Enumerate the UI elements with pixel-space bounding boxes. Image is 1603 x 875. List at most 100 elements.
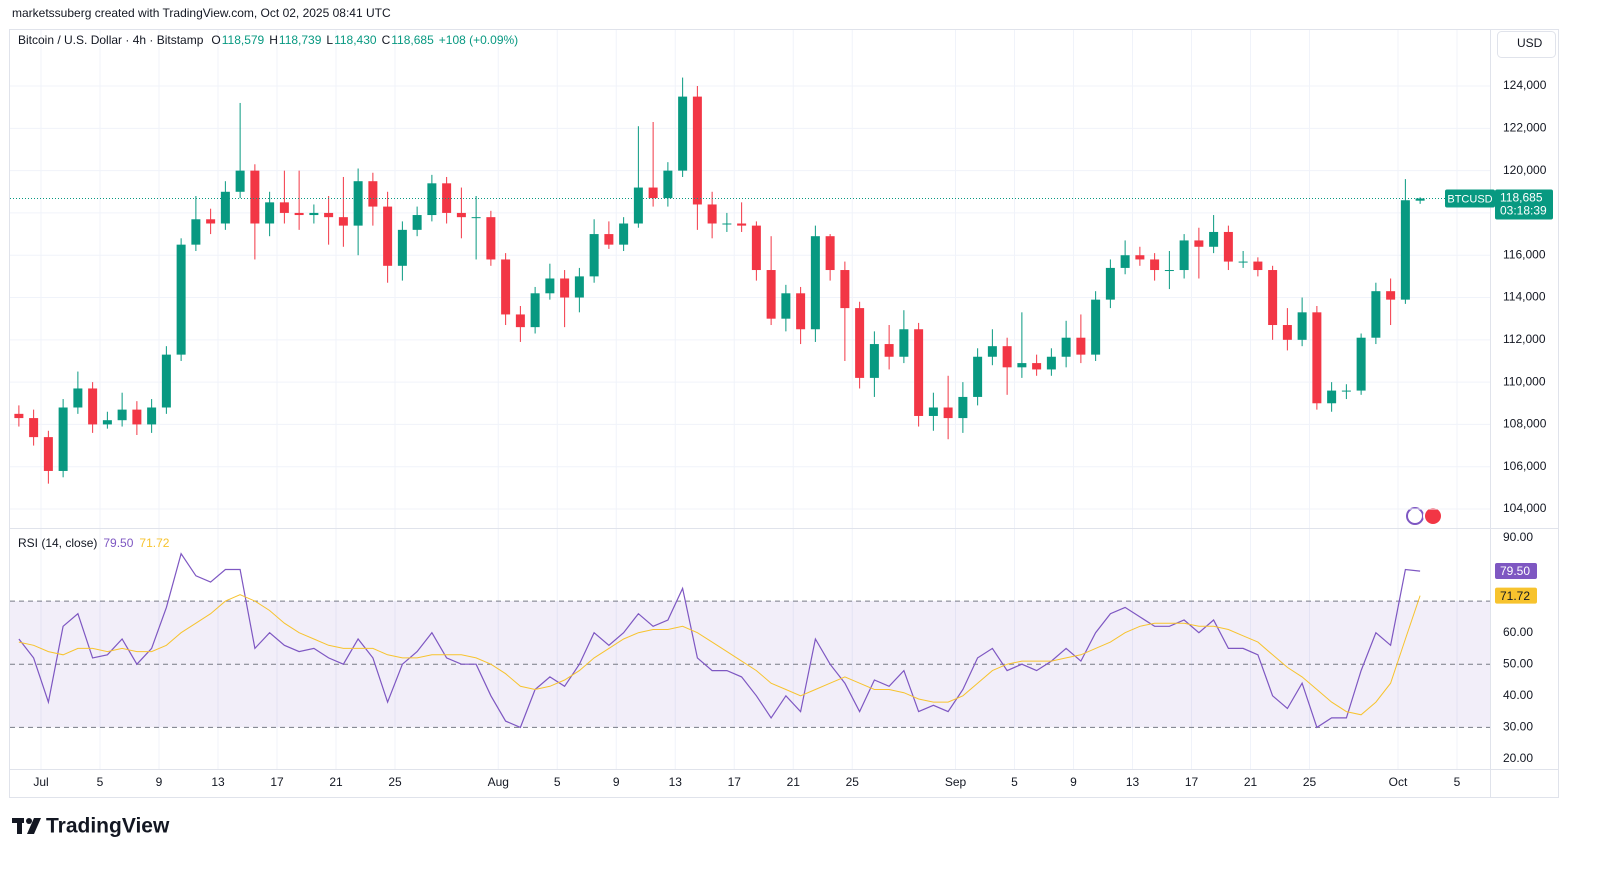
rsi-legend-value: 79.50 (103, 536, 133, 550)
chart-frame (9, 29, 1559, 798)
rsi-legend-value: 71.72 (139, 536, 169, 550)
candle-body (397, 229, 407, 266)
candle-body (840, 270, 850, 309)
candle-body (324, 212, 334, 218)
candle-body (1076, 337, 1086, 355)
x-tick-label: 13 (1126, 775, 1140, 789)
candle-body (235, 170, 245, 192)
candle-body (88, 388, 98, 425)
candle-body (14, 413, 24, 419)
y-tick-label: 50.00 (1503, 656, 1533, 670)
x-tick-label: 5 (1454, 775, 1461, 789)
rsi-value-tag (1495, 563, 1537, 580)
candle-body (1150, 259, 1160, 271)
candle-body (442, 183, 452, 213)
currency-button[interactable] (1497, 31, 1556, 58)
candle-body (1164, 270, 1174, 272)
y-tick-label: 60.00 (1503, 625, 1533, 639)
candle-body (1179, 240, 1189, 271)
x-tick-label: 5 (97, 775, 104, 789)
candle-body (117, 409, 127, 421)
symbol-title: Bitcoin / U.S. Dollar · 4h · Bitstamp (18, 33, 204, 47)
candle-body (1282, 325, 1292, 340)
candle-body (855, 308, 865, 378)
y-tick-label: 104,000 (1503, 501, 1547, 515)
candle-body (1297, 312, 1307, 340)
candle-body (914, 329, 924, 416)
candle-body (707, 204, 717, 224)
candle-body (796, 293, 806, 330)
candle-body (1002, 346, 1012, 368)
candle-body (1061, 337, 1071, 357)
ohlc-value: 118,430 (334, 33, 377, 47)
candle-body (987, 346, 997, 357)
x-tick-label: 21 (1244, 775, 1258, 789)
y-tick-label: 108,000 (1503, 417, 1547, 431)
candle-body (73, 388, 83, 408)
candle-body (604, 234, 614, 245)
candle-body (353, 181, 363, 226)
candle-body (515, 314, 525, 328)
candle-body (309, 212, 319, 216)
y-tick-label: 120,000 (1503, 163, 1547, 177)
event-icon[interactable] (1406, 507, 1424, 525)
candle-body (1238, 261, 1248, 263)
candle-body (1268, 270, 1278, 326)
candle-body (884, 344, 894, 357)
y-tick-label: 106,000 (1503, 459, 1547, 473)
candle-body (574, 276, 584, 298)
x-tick-label: 9 (1070, 775, 1077, 789)
candle-body (1223, 231, 1233, 262)
x-tick-label: Jul (33, 775, 48, 789)
candle-body (633, 187, 643, 224)
candle-body (1017, 363, 1027, 368)
candle-body (1327, 390, 1337, 404)
candle-body (147, 407, 157, 425)
candle-body (766, 270, 776, 319)
flag-icon[interactable] (1423, 506, 1443, 526)
candle-body (501, 259, 511, 315)
x-tick-label: 5 (1011, 775, 1018, 789)
logo-mark (17, 818, 22, 834)
candle-body (161, 354, 171, 408)
candle-body (530, 293, 540, 328)
rsi-line (18, 552, 1421, 729)
candle-body (589, 234, 599, 277)
candle-body (368, 181, 378, 207)
x-tick-label: Sep (945, 775, 967, 789)
candle-body (899, 329, 909, 357)
candle-body (132, 409, 142, 425)
candle-body (427, 183, 437, 216)
candle-body (338, 217, 348, 226)
x-tick-label: 5 (554, 775, 561, 789)
candle-body (58, 407, 68, 471)
x-tick-label: 21 (787, 775, 801, 789)
candle-body (250, 170, 260, 224)
rsi-value-tag (1495, 587, 1537, 604)
x-tick-label: 25 (846, 775, 860, 789)
candle-body (663, 170, 673, 199)
x-tick-label: 13 (669, 775, 683, 789)
candle-body (928, 407, 938, 416)
symbol-tag-label: BTCUSD (1447, 193, 1492, 205)
candle-body (102, 420, 112, 425)
ohlc-value: 118,579 (222, 33, 265, 47)
ohlc-key: H (269, 33, 278, 47)
x-tick-label: 17 (728, 775, 742, 789)
candle-body (545, 278, 555, 294)
candle-body (560, 278, 570, 298)
candle-body (471, 217, 481, 219)
x-tick-label: Oct (1389, 775, 1408, 789)
rsi-value-tag-label: 79.50 (1500, 564, 1530, 578)
y-tick-label: 124,000 (1503, 78, 1547, 92)
candle-body (279, 202, 289, 213)
candle-body (1032, 363, 1042, 370)
x-tick-label: 9 (156, 775, 163, 789)
candle-body (810, 236, 820, 330)
candle-body (1120, 255, 1130, 268)
candle-body (412, 215, 422, 230)
candle-body (29, 418, 39, 438)
ohlc-value: 118,685 (391, 33, 434, 47)
candle-body (1105, 267, 1115, 300)
